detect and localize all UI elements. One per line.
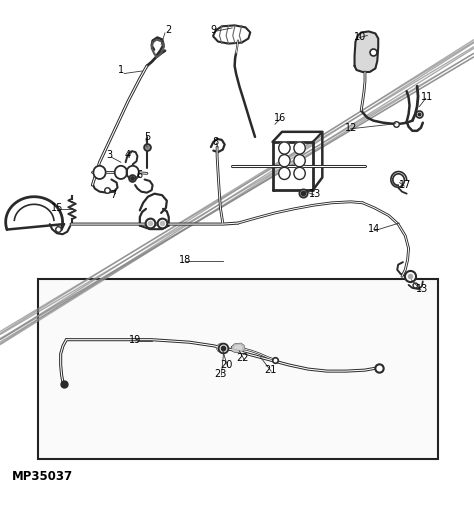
Polygon shape [0, 57, 474, 339]
Circle shape [279, 155, 290, 167]
Polygon shape [0, 53, 474, 342]
Text: 21: 21 [264, 365, 276, 375]
Text: 2: 2 [165, 25, 172, 35]
Circle shape [294, 155, 305, 167]
Circle shape [279, 167, 290, 179]
Text: 13: 13 [416, 284, 428, 294]
Text: 9: 9 [210, 25, 216, 35]
Bar [38, 279, 438, 459]
Polygon shape [232, 344, 244, 352]
Circle shape [279, 142, 290, 154]
Text: 20: 20 [220, 360, 233, 370]
Polygon shape [0, 40, 474, 340]
Circle shape [294, 167, 305, 179]
Text: 3: 3 [106, 150, 112, 160]
Circle shape [127, 166, 139, 179]
Polygon shape [0, 42, 474, 334]
Text: 8: 8 [213, 137, 219, 147]
Text: 16: 16 [273, 113, 286, 123]
Polygon shape [0, 53, 474, 335]
Text: 17: 17 [399, 180, 411, 190]
Text: MP35037: MP35037 [12, 470, 73, 483]
Circle shape [294, 142, 305, 154]
Polygon shape [355, 31, 378, 72]
Text: 6: 6 [137, 170, 143, 180]
Text: 7: 7 [110, 190, 117, 200]
Text: 14: 14 [368, 224, 381, 234]
Text: 22: 22 [237, 353, 249, 364]
Text: 11: 11 [420, 92, 433, 102]
Text: 10: 10 [354, 31, 366, 42]
Circle shape [115, 166, 127, 179]
Polygon shape [0, 43, 474, 344]
Text: 15: 15 [51, 203, 63, 213]
Text: 19: 19 [129, 335, 141, 345]
Text: 12: 12 [345, 123, 357, 133]
Polygon shape [0, 47, 474, 332]
Text: 13: 13 [309, 189, 321, 199]
Text: 23: 23 [214, 369, 227, 379]
Text: 4: 4 [125, 150, 131, 160]
Circle shape [93, 166, 106, 179]
Text: 5: 5 [144, 132, 150, 142]
Text: 18: 18 [179, 255, 191, 265]
Text: 1: 1 [118, 65, 124, 75]
Polygon shape [0, 57, 474, 340]
Polygon shape [217, 344, 227, 352]
Polygon shape [0, 48, 474, 345]
